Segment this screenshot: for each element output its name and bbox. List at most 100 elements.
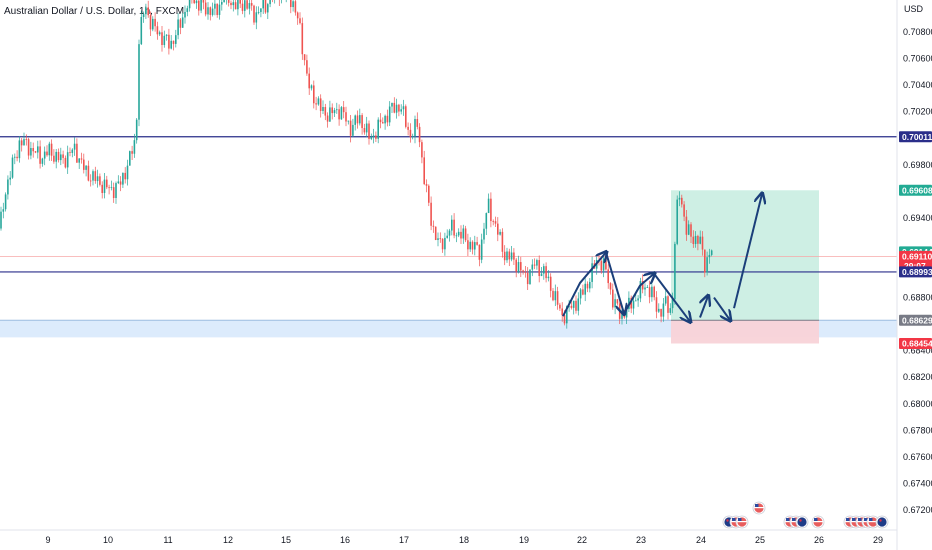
us-flag-stripe bbox=[813, 521, 823, 523]
candle-body bbox=[635, 300, 637, 302]
candle-body bbox=[145, 7, 147, 15]
candle-body bbox=[177, 19, 179, 36]
candle bbox=[497, 217, 499, 242]
candle bbox=[317, 96, 320, 106]
candle bbox=[340, 105, 343, 120]
candle-body bbox=[508, 251, 511, 260]
candle-body bbox=[589, 281, 591, 289]
candle bbox=[278, 0, 280, 6]
candle bbox=[83, 153, 85, 174]
candle bbox=[664, 290, 667, 306]
currency-label: USD bbox=[904, 4, 924, 14]
candle bbox=[414, 115, 416, 144]
candle bbox=[430, 196, 432, 231]
candle-body bbox=[39, 146, 41, 164]
candle bbox=[158, 30, 161, 37]
candle-body bbox=[632, 300, 635, 309]
candle-body bbox=[170, 40, 172, 49]
candle-body bbox=[460, 231, 462, 239]
price-badge bbox=[899, 184, 932, 196]
candle bbox=[402, 99, 405, 116]
candle-body bbox=[142, 14, 145, 18]
candle-body bbox=[112, 187, 115, 198]
candle-body bbox=[361, 115, 363, 129]
candle-body bbox=[646, 287, 649, 288]
candle-body bbox=[414, 119, 416, 137]
candle bbox=[457, 228, 460, 238]
us-flag-canton bbox=[755, 504, 759, 507]
candle bbox=[331, 103, 333, 120]
candle-body bbox=[50, 143, 53, 156]
candle-body bbox=[708, 254, 711, 258]
us-flag-icon bbox=[811, 515, 825, 529]
candle-body bbox=[87, 165, 90, 181]
candle-body bbox=[181, 17, 184, 28]
candle bbox=[602, 256, 605, 278]
candle bbox=[561, 302, 563, 322]
candle bbox=[211, 2, 214, 17]
candle-body bbox=[269, 0, 271, 5]
candle-body bbox=[559, 304, 561, 309]
candle bbox=[57, 148, 60, 163]
candle-body bbox=[586, 283, 589, 289]
candle-body bbox=[388, 106, 391, 123]
candle bbox=[0, 206, 2, 231]
candle-body bbox=[253, 5, 255, 23]
candle bbox=[520, 256, 522, 278]
candle-body bbox=[292, 1, 294, 8]
candle bbox=[119, 176, 122, 192]
candle bbox=[487, 193, 490, 214]
candle bbox=[354, 114, 356, 131]
candle bbox=[400, 104, 402, 115]
candle bbox=[667, 295, 669, 320]
candle bbox=[172, 40, 175, 51]
candle-body bbox=[570, 305, 573, 308]
candle bbox=[142, 11, 145, 23]
candle-body bbox=[405, 106, 407, 127]
candle bbox=[644, 283, 646, 296]
candle-body bbox=[34, 151, 37, 153]
candle-body bbox=[133, 140, 136, 154]
candle bbox=[37, 140, 39, 159]
candle bbox=[101, 181, 103, 199]
candle-body bbox=[368, 123, 370, 139]
candle-body bbox=[9, 177, 11, 180]
candle-body bbox=[492, 221, 494, 222]
candle-body bbox=[584, 283, 586, 295]
candle-body bbox=[227, 0, 230, 3]
us-flag-canton bbox=[864, 518, 868, 521]
candle-body bbox=[340, 107, 343, 120]
candle-body bbox=[444, 237, 446, 250]
candle-body bbox=[441, 238, 444, 250]
candle bbox=[248, 0, 251, 15]
candle-body bbox=[515, 259, 517, 272]
candle bbox=[124, 167, 126, 184]
candle-body bbox=[119, 181, 122, 185]
candle-body bbox=[579, 289, 582, 299]
candle bbox=[503, 245, 506, 266]
candle-body bbox=[85, 165, 87, 170]
candle bbox=[508, 248, 511, 267]
candle-body bbox=[437, 238, 439, 240]
candle bbox=[345, 106, 347, 127]
candle-body bbox=[536, 260, 538, 266]
candle-body bbox=[186, 8, 189, 12]
time-axis: 9 10 11 12 15 16 17 18 19 22 23 24 25 26 29 bbox=[0, 529, 897, 545]
candle-body bbox=[411, 136, 414, 138]
candle-body bbox=[46, 151, 48, 156]
candle bbox=[462, 224, 465, 244]
candle bbox=[165, 34, 168, 41]
candle-body bbox=[342, 107, 345, 113]
candle bbox=[281, 0, 282, 4]
candle-body bbox=[41, 158, 44, 164]
us-flag-canton bbox=[814, 518, 818, 521]
candle bbox=[628, 291, 630, 313]
candle-body bbox=[653, 286, 655, 298]
candle-body bbox=[671, 299, 674, 309]
candle-body bbox=[14, 156, 16, 158]
candle bbox=[386, 109, 389, 127]
candle bbox=[246, 0, 248, 10]
